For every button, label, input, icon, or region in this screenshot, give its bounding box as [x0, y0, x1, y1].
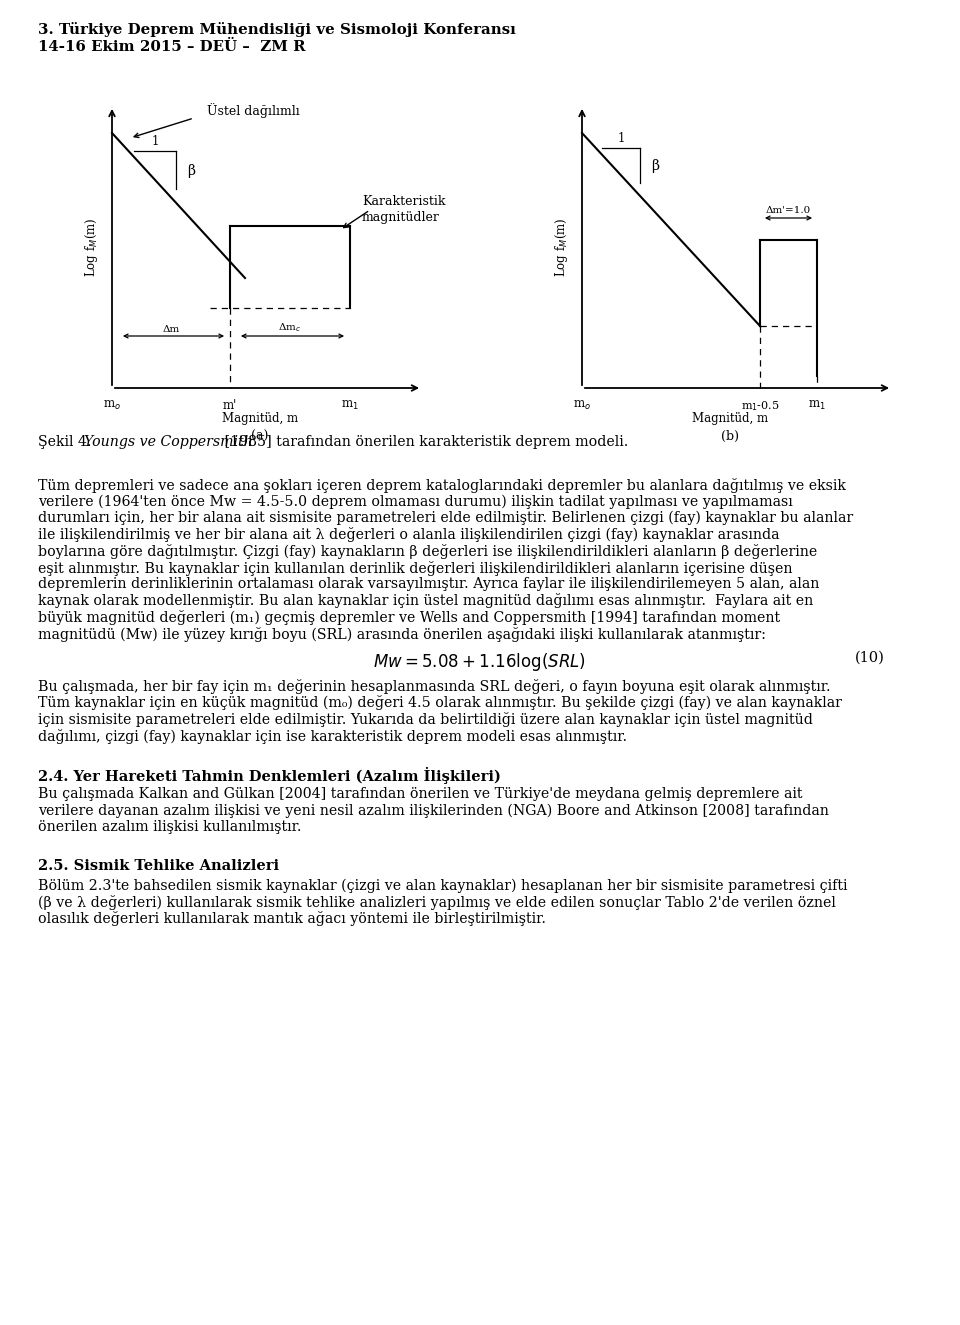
Text: Şekil 4.: Şekil 4. [38, 435, 96, 449]
Text: 1: 1 [617, 132, 625, 144]
Text: Log f$_M$(m): Log f$_M$(m) [554, 217, 570, 277]
Text: $Mw = 5.08 + 1.16\log(SRL)$: $Mw = 5.08 + 1.16\log(SRL)$ [373, 651, 587, 673]
Text: Log f$_M$(m): Log f$_M$(m) [84, 217, 101, 277]
Text: m$_o$: m$_o$ [103, 399, 121, 412]
Text: magnitüdler: magnitüdler [362, 211, 440, 224]
Text: Karakteristik: Karakteristik [362, 195, 445, 208]
Text: Δm$_c$: Δm$_c$ [278, 321, 301, 334]
Text: Tüm depremleri ve sadece ana şokları içeren deprem kataloglarındaki depremler bu: Tüm depremleri ve sadece ana şokları içe… [38, 478, 846, 493]
Text: verilere (1964'ten önce Mw = 4.5-5.0 deprem olmaması durumu) ilişkin tadilat yap: verilere (1964'ten önce Mw = 4.5-5.0 dep… [38, 494, 793, 509]
Text: m$_1$-0.5: m$_1$-0.5 [741, 399, 780, 413]
Text: magnitüdü (Mw) ile yüzey kırığı boyu (SRL) arasında önerilen aşağıdaki ilişki ku: magnitüdü (Mw) ile yüzey kırığı boyu (SR… [38, 627, 766, 641]
Text: Magnitüd, m: Magnitüd, m [222, 412, 298, 425]
Text: (a): (a) [252, 431, 269, 443]
Text: eşit alınmıştır. Bu kaynaklar için kullanılan derinlik değerleri ilişkilendirild: eşit alınmıştır. Bu kaynaklar için kulla… [38, 560, 793, 575]
Text: kaynak olarak modellenmiştir. Bu alan kaynaklar için üstel magnitüd dağılımı esa: kaynak olarak modellenmiştir. Bu alan ka… [38, 594, 813, 608]
Text: Bu çalışmada, her bir fay için m₁ değerinin hesaplanmasında SRL değeri, o fayın : Bu çalışmada, her bir fay için m₁ değeri… [38, 678, 830, 694]
Text: ile ilişkilendirilmiş ve her bir alana ait λ değerleri o alanla ilişkilendirilen: ile ilişkilendirilmiş ve her bir alana a… [38, 527, 780, 542]
Text: (b): (b) [721, 431, 739, 443]
Text: olasılık değerleri kullanılarak mantık ağacı yöntemi ile birleştirilmiştir.: olasılık değerleri kullanılarak mantık a… [38, 912, 546, 926]
Text: (β ve λ değerleri) kullanılarak sismik tehlike analizleri yapılmış ve elde edile: (β ve λ değerleri) kullanılarak sismik t… [38, 894, 836, 910]
Text: m$_o$: m$_o$ [573, 399, 591, 412]
Text: 3. Türkiye Deprem Mühendisliği ve Sismoloji Konferansı: 3. Türkiye Deprem Mühendisliği ve Sismol… [38, 23, 516, 37]
Text: boylarına göre dağıtılmıştır. Çizgi (fay) kaynakların β değerleri ise ilişkilend: boylarına göre dağıtılmıştır. Çizgi (fay… [38, 545, 817, 559]
Text: 2.4. Yer Hareketi Tahmin Denklemleri (Azalım İlişkileri): 2.4. Yer Hareketi Tahmin Denklemleri (Az… [38, 767, 501, 784]
Text: Δm: Δm [162, 325, 180, 334]
Text: β: β [651, 159, 659, 174]
Text: Bu çalışmada Kalkan and Gülkan [2004] tarafından önerilen ve Türkiye'de meydana : Bu çalışmada Kalkan and Gülkan [2004] ta… [38, 787, 803, 802]
Text: 1: 1 [152, 135, 158, 148]
Text: önerilen azalım ilişkisi kullanılmıştır.: önerilen azalım ilişkisi kullanılmıştır. [38, 820, 301, 833]
Text: 14-16 Ekim 2015 – DEÜ –  ZM R: 14-16 Ekim 2015 – DEÜ – ZM R [38, 40, 305, 54]
Text: için sismisite parametreleri elde edilmiştir. Yukarıda da belirtildiği üzere ala: için sismisite parametreleri elde edilmi… [38, 712, 813, 727]
Text: büyük magnitüd değerleri (m₁) geçmiş depremler ve Wells and Coppersmith [1994] t: büyük magnitüd değerleri (m₁) geçmiş dep… [38, 610, 780, 625]
Text: dağılımı, çizgi (fay) kaynaklar için ise karakteristik deprem modeli esas alınmı: dağılımı, çizgi (fay) kaynaklar için ise… [38, 729, 627, 743]
Text: m$_1$: m$_1$ [341, 399, 359, 412]
Text: (10): (10) [855, 651, 885, 665]
Text: depremlerin derinliklerinin ortalaması olarak varsayılmıştır. Ayrıca faylar ile : depremlerin derinliklerinin ortalaması o… [38, 576, 820, 591]
Text: 2.5. Sismik Tehlike Analizleri: 2.5. Sismik Tehlike Analizleri [38, 859, 279, 872]
Text: Tüm kaynaklar için en küçük magnitüd (m₀) değeri 4.5 olarak alınmıştır. Bu şekil: Tüm kaynaklar için en küçük magnitüd (m₀… [38, 696, 842, 710]
Text: m': m' [223, 399, 237, 412]
Text: β: β [187, 164, 195, 178]
Text: m$_1$: m$_1$ [808, 399, 826, 412]
Text: [1985] tarafından önerilen karakteristik deprem modeli.: [1985] tarafından önerilen karakteristik… [220, 435, 629, 449]
Text: Δm'=1.0: Δm'=1.0 [766, 205, 811, 215]
Text: Bölüm 2.3'te bahsedilen sismik kaynaklar (çizgi ve alan kaynaklar) hesaplanan he: Bölüm 2.3'te bahsedilen sismik kaynaklar… [38, 878, 848, 893]
Text: Magnitüd, m: Magnitüd, m [692, 412, 768, 425]
Text: durumları için, her bir alana ait sismisite parametreleri elde edilmiştir. Belir: durumları için, her bir alana ait sismis… [38, 511, 853, 526]
Text: Youngs ve Coppersmith: Youngs ve Coppersmith [84, 435, 252, 449]
Text: verilere dayanan azalım ilişkisi ve yeni nesil azalım ilişkilerinden (NGA) Boore: verilere dayanan azalım ilişkisi ve yeni… [38, 803, 828, 818]
Text: Üstel dağılımlı: Üstel dağılımlı [207, 103, 300, 118]
